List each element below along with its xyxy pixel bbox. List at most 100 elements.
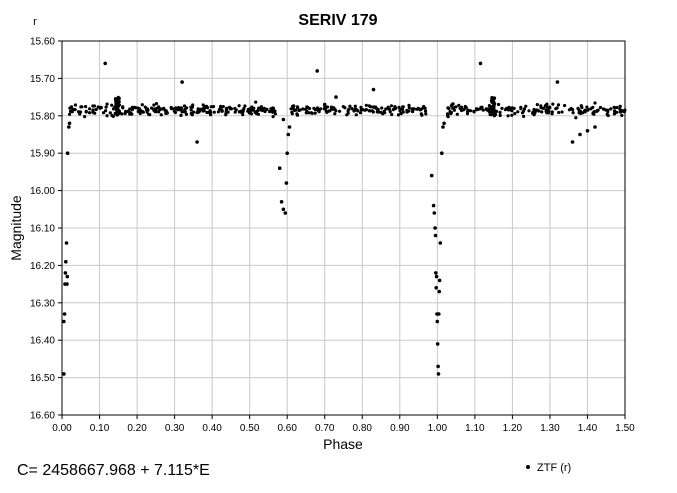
data-point: [315, 69, 320, 73]
baseline-point: [500, 106, 504, 110]
baseline-point: [237, 104, 241, 108]
baseline-point: [591, 112, 595, 116]
baseline-point: [338, 109, 342, 113]
baseline-point: [305, 109, 309, 113]
baseline-point: [466, 109, 470, 113]
baseline-point: [224, 109, 228, 114]
baseline-point: [297, 108, 301, 113]
data-point: [438, 241, 443, 245]
baseline-point: [411, 110, 415, 114]
baseline-point: [152, 103, 156, 107]
baseline-point: [292, 108, 297, 112]
baseline-point: [180, 110, 184, 114]
baseline-point: [506, 108, 511, 112]
baseline-point: [253, 110, 258, 114]
legend-label: ZTF (r): [537, 462, 571, 474]
baseline-point: [359, 108, 363, 112]
baseline-point: [134, 106, 138, 110]
baseline-point: [170, 107, 174, 111]
x-axis-ticks: 0.00 0.10 0.20 0.30 0.40 0.50 0.60 0.70 0.80 0.90…: [52, 415, 635, 434]
baseline-point: [516, 110, 520, 114]
baseline-point: [271, 115, 275, 119]
baseline-point: [449, 110, 453, 115]
x-tick-label: 0.80: [353, 423, 373, 434]
baseline-point: [256, 112, 260, 116]
baseline-point: [148, 113, 152, 117]
baseline-point: [189, 108, 193, 112]
baseline-point: [115, 103, 119, 107]
baseline-point: [348, 104, 352, 108]
baseline-point: [80, 105, 84, 109]
baseline-point: [353, 104, 357, 108]
baseline-point: [364, 103, 368, 107]
baseline-point: [68, 106, 72, 110]
y-tick-label: 16.30: [30, 298, 55, 309]
baseline-point: [358, 111, 363, 115]
baseline-point: [381, 112, 385, 116]
baseline-point: [554, 107, 558, 111]
y-axis-title: Magnitude: [8, 195, 24, 261]
data-point: [284, 181, 289, 185]
baseline-point: [273, 112, 277, 116]
baseline-point: [209, 105, 213, 109]
baseline-point: [209, 110, 213, 114]
baseline-point: [548, 106, 552, 110]
baseline-point: [397, 105, 401, 109]
baseline-point: [463, 104, 467, 109]
baseline-point: [545, 102, 549, 106]
baseline-point: [577, 108, 581, 112]
data-point: [322, 102, 327, 107]
baseline-point: [401, 105, 405, 109]
baseline-point: [184, 112, 189, 116]
data-point: [555, 80, 560, 84]
baseline-point: [145, 107, 150, 111]
baseline-point: [386, 107, 390, 111]
baseline-point: [84, 110, 88, 114]
baseline-point: [101, 111, 106, 115]
baseline-point: [183, 110, 187, 114]
baseline-point: [416, 106, 420, 110]
baseline-point: [233, 106, 237, 111]
x-tick-label: 0.40: [202, 423, 222, 434]
baseline-point: [87, 111, 92, 115]
baseline-point: [350, 107, 354, 111]
baseline-point: [531, 111, 535, 115]
data-point: [283, 211, 288, 215]
baseline-point: [254, 100, 258, 104]
baseline-point: [382, 109, 386, 113]
baseline-point: [539, 106, 543, 110]
baseline-point: [73, 103, 77, 107]
baseline-point: [390, 112, 394, 117]
y-tick-label: 16.20: [30, 261, 55, 272]
data-point: [441, 125, 445, 129]
baseline-point: [510, 106, 514, 110]
baseline-point: [585, 105, 589, 109]
baseline-point: [315, 107, 319, 111]
baseline-point: [527, 109, 531, 113]
baseline-point: [104, 105, 108, 109]
data-point: [440, 151, 444, 155]
baseline-point: [605, 112, 609, 116]
data-point: [103, 61, 107, 66]
y-tick-label: 16.10: [30, 224, 55, 235]
baseline-point: [609, 107, 613, 111]
baseline-point: [190, 105, 194, 109]
baseline-point: [452, 108, 456, 112]
baseline-point: [380, 106, 384, 110]
x-tick-label: 0.10: [90, 423, 110, 434]
x-tick-label: 0.90: [390, 423, 410, 434]
baseline-point: [346, 111, 350, 115]
baseline-point: [220, 108, 224, 112]
baseline-point: [243, 104, 247, 108]
y-tick-label: 15.60: [30, 37, 55, 48]
data-point: [570, 140, 575, 144]
baseline-point: [423, 109, 428, 113]
baseline-point: [114, 99, 118, 103]
data-point: [281, 207, 286, 212]
baseline-point: [159, 113, 163, 117]
data-point: [63, 271, 68, 275]
baseline-point: [563, 103, 567, 108]
baseline-point: [309, 111, 313, 115]
baseline-point: [192, 110, 196, 114]
baseline-point: [455, 112, 459, 116]
